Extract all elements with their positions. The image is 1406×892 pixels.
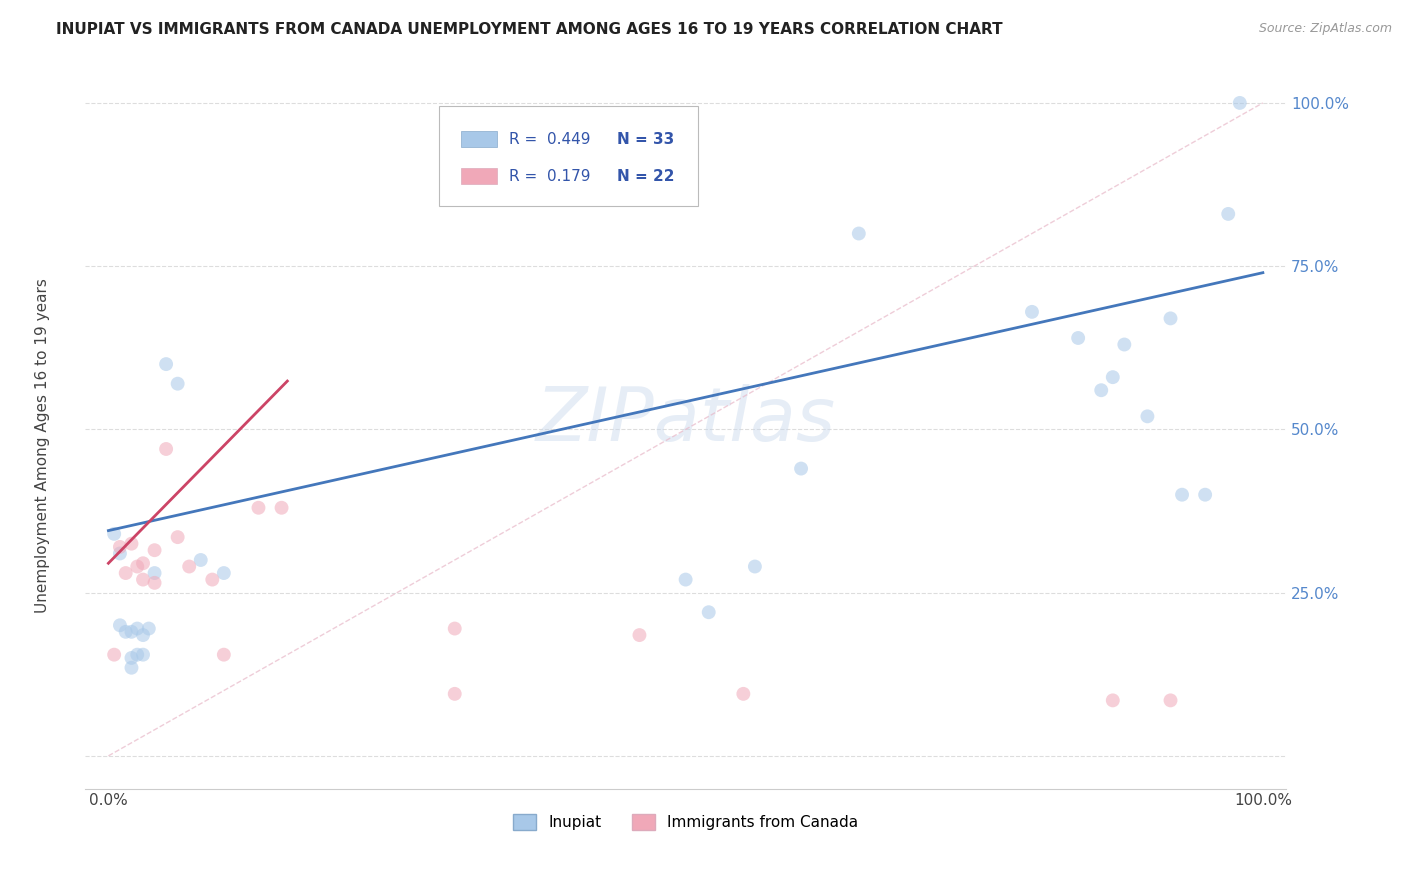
Text: N = 22: N = 22 — [617, 169, 675, 184]
Text: Source: ZipAtlas.com: Source: ZipAtlas.com — [1258, 22, 1392, 36]
Point — [132, 628, 155, 642]
Point — [675, 573, 697, 587]
Point — [190, 553, 212, 567]
Text: N = 33: N = 33 — [617, 132, 675, 146]
Text: INUPIAT VS IMMIGRANTS FROM CANADA UNEMPLOYMENT AMONG AGES 16 TO 19 YEARS CORRELA: INUPIAT VS IMMIGRANTS FROM CANADA UNEMPL… — [56, 22, 1002, 37]
Point — [1229, 95, 1251, 110]
Point — [121, 624, 143, 639]
Point — [628, 628, 651, 642]
Point — [1114, 337, 1136, 351]
Point — [103, 648, 125, 662]
Legend: Inupiat, Immigrants from Canada: Inupiat, Immigrants from Canada — [508, 808, 865, 836]
Point — [733, 687, 755, 701]
Point — [1067, 331, 1090, 345]
Point — [121, 661, 143, 675]
Point — [108, 618, 131, 632]
Point — [744, 559, 766, 574]
Text: R =  0.449: R = 0.449 — [509, 132, 591, 146]
Point — [155, 442, 177, 456]
Point — [132, 573, 155, 587]
Point — [179, 559, 201, 574]
FancyBboxPatch shape — [461, 131, 498, 147]
Point — [443, 622, 465, 636]
Point — [1194, 488, 1216, 502]
Point — [114, 566, 136, 580]
Text: R =  0.179: R = 0.179 — [509, 169, 591, 184]
Point — [127, 559, 149, 574]
Point — [114, 624, 136, 639]
FancyBboxPatch shape — [461, 168, 498, 185]
Point — [155, 357, 177, 371]
Point — [138, 622, 160, 636]
Point — [127, 648, 149, 662]
Point — [697, 605, 720, 619]
Point — [212, 566, 235, 580]
Point — [143, 543, 166, 558]
Point — [270, 500, 292, 515]
Point — [1101, 693, 1123, 707]
Point — [1101, 370, 1123, 384]
Point — [103, 527, 125, 541]
Point — [1160, 311, 1182, 326]
Point — [1090, 383, 1112, 397]
Point — [143, 566, 166, 580]
Point — [1160, 693, 1182, 707]
Point — [443, 687, 465, 701]
Point — [212, 648, 235, 662]
Point — [132, 556, 155, 570]
Point — [790, 461, 813, 475]
Point — [848, 227, 870, 241]
Point — [108, 540, 131, 554]
Point — [121, 651, 143, 665]
Point — [132, 648, 155, 662]
Point — [1218, 207, 1240, 221]
Point — [108, 546, 131, 560]
Point — [166, 530, 188, 544]
Point — [247, 500, 270, 515]
Point — [127, 622, 149, 636]
Point — [1021, 305, 1043, 319]
FancyBboxPatch shape — [440, 106, 697, 206]
Text: Unemployment Among Ages 16 to 19 years: Unemployment Among Ages 16 to 19 years — [35, 278, 49, 614]
Point — [121, 536, 143, 550]
Point — [1136, 409, 1159, 424]
Text: ZIPatlas: ZIPatlas — [536, 384, 835, 456]
Point — [201, 573, 224, 587]
Point — [1171, 488, 1194, 502]
Point — [166, 376, 188, 391]
Point — [143, 575, 166, 590]
